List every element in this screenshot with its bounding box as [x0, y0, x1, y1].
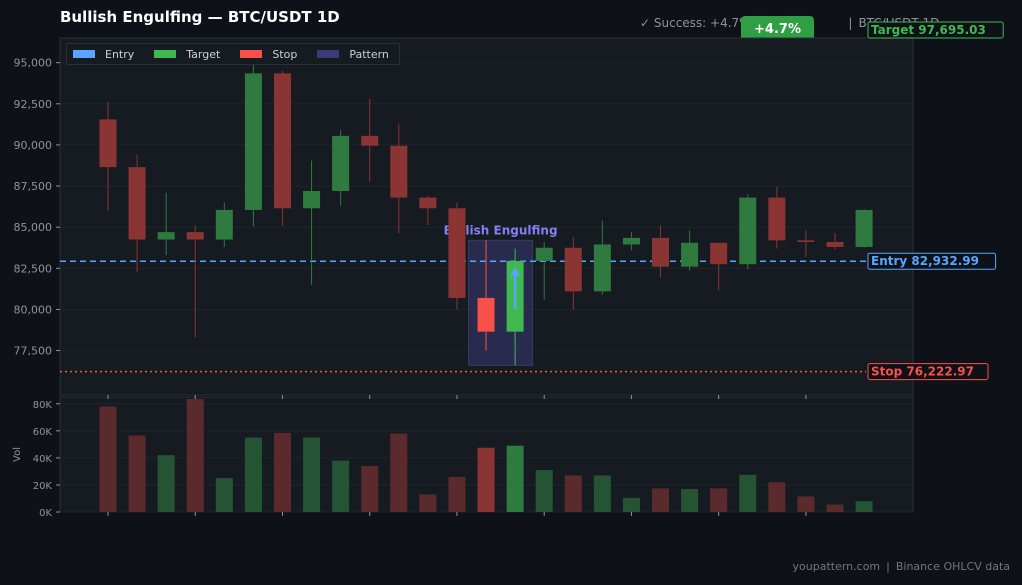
- candle-body: [273, 73, 291, 209]
- volume-bar: [506, 445, 524, 512]
- price-tick-label: 87,500: [14, 180, 53, 193]
- chart-legend: Entry Target Stop Pattern: [66, 43, 400, 65]
- volume-bar: [448, 476, 466, 512]
- volume-bar: [768, 482, 786, 512]
- legend-label-pattern: Pattern: [349, 47, 389, 61]
- price-tick-label: 77,500: [14, 345, 53, 358]
- candle-body: [564, 247, 582, 292]
- volume-bar: [797, 496, 815, 512]
- candle-body: [448, 208, 466, 298]
- candle-body: [244, 73, 262, 210]
- volume-bar: [99, 406, 117, 512]
- volume-bar: [477, 447, 495, 512]
- volume-bar: [419, 494, 437, 512]
- legend-swatch-target: [154, 50, 177, 58]
- candle-body: [390, 145, 408, 198]
- volume-axis-label: Vol: [12, 447, 23, 462]
- candle-body: [681, 242, 699, 267]
- candle-body: [419, 197, 437, 209]
- legend-item-entry: Entry: [73, 48, 134, 61]
- candle-body: [186, 232, 204, 240]
- volume-bar: [739, 474, 757, 512]
- legend-item-target: Target: [154, 48, 220, 61]
- legend-label-target: Target: [186, 47, 221, 61]
- volume-bar: [361, 466, 379, 512]
- entry-level-box: [867, 252, 997, 270]
- candle-body: [768, 197, 786, 241]
- entry-level-label: Entry 82,932.99: [871, 254, 979, 268]
- candle-body: [535, 247, 553, 261]
- candle-body: [855, 209, 873, 247]
- candle-body: [593, 244, 611, 292]
- volume-bar: [332, 460, 350, 512]
- volume-bar: [390, 433, 408, 512]
- candle-body: [622, 237, 640, 245]
- candle-body: [797, 240, 815, 242]
- footer-source: Binance OHLCV data: [895, 560, 1010, 573]
- footer: youpattern.com | Binance OHLCV data: [793, 560, 1010, 573]
- volume-bar: [244, 437, 262, 512]
- volume-bar: [826, 504, 844, 512]
- price-tick-label: 85,000: [14, 221, 53, 234]
- volume-bar: [652, 488, 670, 512]
- bullish-arrow-head: [510, 266, 521, 276]
- volume-bar: [593, 475, 611, 512]
- stop-level-label: Stop 76,222.97: [871, 365, 974, 379]
- price-tick-label: 92,500: [14, 98, 53, 111]
- footer-site: youpattern.com: [792, 560, 881, 573]
- pattern-label: Bullish Engulfing: [444, 223, 558, 237]
- price-tick-label: 95,000: [14, 57, 53, 70]
- candle-body: [739, 197, 757, 265]
- legend-label-stop: Stop: [272, 47, 298, 61]
- volume-tick-label: 60K: [33, 427, 53, 438]
- volume-bar: [157, 455, 175, 512]
- candle-body: [303, 191, 321, 209]
- legend-swatch-entry: [73, 50, 95, 58]
- stop-level-box: [867, 363, 989, 381]
- volume-bar: [564, 475, 582, 512]
- volume-tick-label: 0K: [39, 508, 52, 519]
- volume-bar: [710, 488, 728, 512]
- volume-bar: [128, 435, 146, 512]
- volume-bar: [186, 399, 204, 512]
- price-tick-label: 90,000: [14, 139, 53, 152]
- candle-body: [710, 242, 728, 265]
- legend-item-stop: Stop: [240, 48, 297, 61]
- chart-title: Bullish Engulfing — BTC/USDT 1D: [60, 8, 340, 26]
- legend-label-entry: Entry: [105, 47, 135, 61]
- candle-body: [477, 297, 495, 332]
- candle-body: [128, 167, 146, 240]
- volume-bar: [681, 489, 699, 512]
- header-separator: |: [848, 16, 853, 30]
- candle-body: [99, 119, 117, 168]
- candle-body: [215, 209, 233, 240]
- legend-swatch-pattern: [317, 50, 340, 58]
- volume-tick-label: 80K: [33, 400, 53, 411]
- footer-separator: |: [886, 560, 890, 573]
- volume-bar: [303, 437, 321, 512]
- volume-tick-label: 40K: [33, 454, 53, 465]
- volume-bar: [622, 497, 640, 512]
- volume-bar: [855, 501, 873, 512]
- target-level-box: [867, 21, 1004, 39]
- candle-body: [157, 232, 175, 240]
- price-tick-label: 82,500: [14, 262, 53, 275]
- price-tick-label: 80,000: [14, 303, 53, 316]
- success-text: ✓ Success: +4.7%: [640, 16, 751, 30]
- legend-swatch-stop: [240, 50, 263, 58]
- volume-bar: [215, 478, 233, 512]
- legend-item-pattern: Pattern: [317, 48, 389, 61]
- candle-body: [652, 237, 670, 267]
- volume-tick-label: 20K: [33, 481, 53, 492]
- candle-body: [361, 135, 379, 146]
- volume-bar: [535, 470, 553, 512]
- candle-body: [332, 135, 350, 191]
- volume-bar: [273, 432, 291, 512]
- target-level-label: Target 97,695.03: [871, 23, 986, 37]
- candle-body: [826, 242, 844, 247]
